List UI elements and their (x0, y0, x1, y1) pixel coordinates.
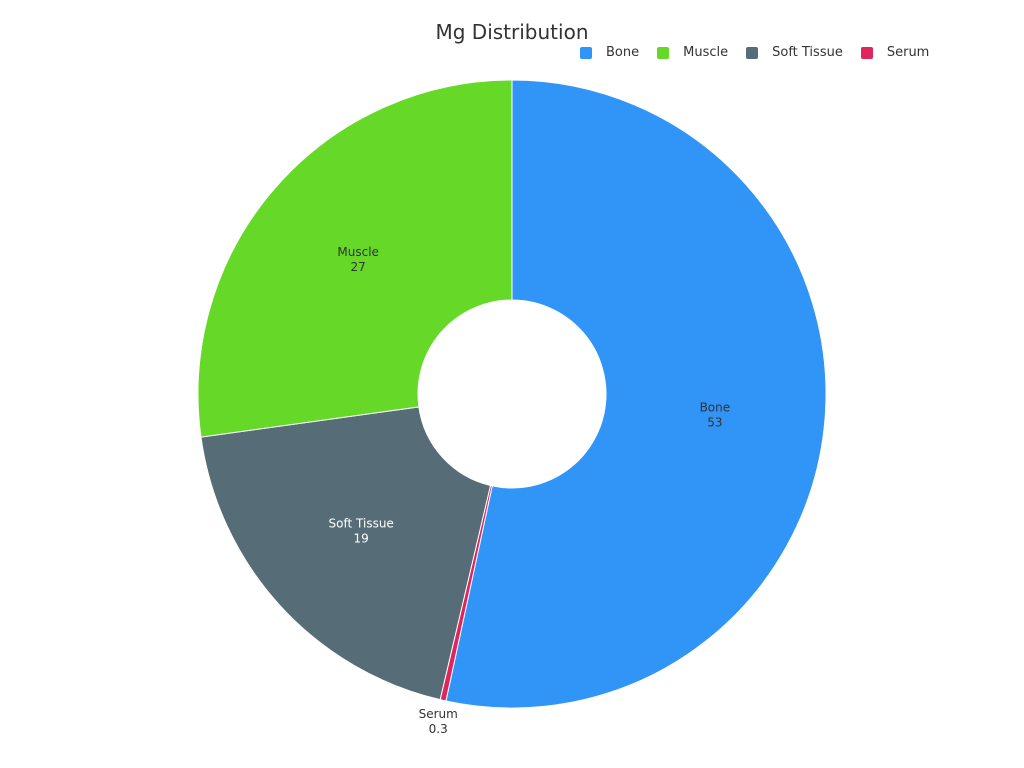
legend-item-serum[interactable]: Serum (860, 45, 930, 60)
slice-bone[interactable] (445, 79, 827, 709)
legend-swatch (860, 46, 873, 59)
legend-item-bone[interactable]: Bone (580, 45, 639, 60)
legend-swatch (746, 46, 759, 59)
slice-muscle[interactable] (197, 79, 513, 438)
legend-item-soft-tissue[interactable]: Soft Tissue (746, 45, 843, 60)
legend-swatch (580, 46, 592, 59)
slice-label-serum: Serum (419, 707, 458, 721)
slice-value-bone: 53 (707, 416, 722, 430)
legend-item-muscle[interactable]: Muscle (657, 45, 728, 60)
slice-value-serum: 0.3 (429, 722, 448, 736)
legend-swatch (657, 46, 670, 59)
legend-label: Muscle (683, 45, 729, 60)
legend-label: Soft Tissue (772, 45, 843, 60)
slice-label-bone: Bone (700, 401, 731, 415)
slice-label-muscle: Muscle (337, 245, 379, 259)
slice-label-soft-tissue: Soft Tissue (329, 516, 394, 530)
slice-value-soft-tissue: 19 (354, 531, 369, 545)
legend-label: Serum (886, 45, 930, 60)
slice-soft-tissue[interactable] (200, 406, 492, 701)
legend-label: Bone (606, 45, 640, 60)
slice-value-muscle: 27 (351, 260, 366, 274)
chart-title: Mg Distribution (435, 20, 589, 44)
legend: Bone Muscle Soft Tissue Serum (580, 45, 929, 60)
